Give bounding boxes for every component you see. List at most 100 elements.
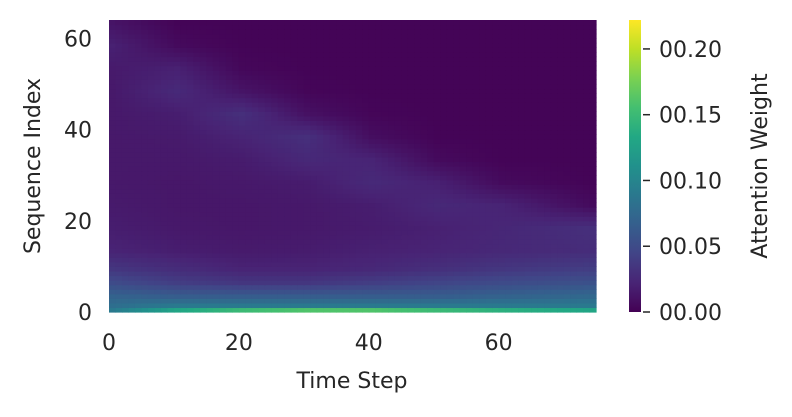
heatmap-cell (232, 239, 240, 245)
heatmap-cell (368, 280, 376, 286)
heatmap-cell (121, 38, 130, 44)
heatmap-cell (414, 115, 422, 121)
heatmap-cell (355, 166, 363, 172)
heatmap-cell (212, 29, 220, 35)
heatmap-cell (245, 275, 253, 281)
heatmap-cell (277, 234, 285, 240)
heatmap-cell (180, 79, 188, 85)
heatmap-cell (518, 129, 526, 135)
heatmap-cell (310, 261, 318, 267)
heatmap-cell (121, 51, 130, 58)
heatmap-cell (316, 102, 324, 108)
heatmap-cell (128, 83, 136, 90)
heatmap-cell (472, 24, 480, 30)
heatmap-cell (589, 175, 597, 181)
heatmap-cell (485, 88, 493, 94)
heatmap-cell (589, 166, 597, 172)
heatmap-cell (225, 266, 233, 272)
heatmap-cell (310, 220, 318, 226)
heatmap-cell (563, 134, 571, 140)
heatmap-cell (557, 65, 565, 71)
heatmap-cell (407, 289, 415, 295)
heatmap-cell (368, 129, 376, 135)
heatmap-cell (498, 211, 506, 217)
heatmap-cell (394, 42, 402, 48)
heatmap-cell (284, 293, 292, 299)
heatmap-cell (589, 115, 597, 121)
heatmap-cell (160, 298, 169, 304)
heatmap-cell (349, 134, 357, 140)
heatmap-cell (193, 124, 201, 131)
heatmap-cell (550, 289, 558, 295)
heatmap-cell (225, 284, 233, 290)
heatmap-cell (479, 124, 487, 131)
heatmap-cell (342, 61, 350, 67)
heatmap-cell (180, 147, 188, 153)
heatmap-cell (342, 29, 350, 35)
heatmap-cell (485, 129, 493, 135)
heatmap-cell (368, 83, 376, 90)
heatmap-cell (173, 280, 182, 286)
heatmap-cell (199, 47, 207, 53)
heatmap-cell (303, 225, 311, 231)
heatmap-cell (524, 211, 532, 217)
heatmap-cell (440, 179, 448, 185)
heatmap-cell (141, 284, 149, 290)
heatmap-cell (290, 284, 298, 290)
heatmap-cell (173, 257, 182, 263)
heatmap-cell (466, 202, 474, 208)
heatmap-cell (225, 102, 233, 108)
heatmap-cell (485, 143, 493, 149)
heatmap-cell (388, 65, 396, 71)
heatmap-cell (459, 70, 467, 76)
heatmap-cell (563, 266, 571, 272)
heatmap-cell (570, 93, 578, 99)
heatmap-cell (284, 275, 292, 281)
heatmap-cell (154, 51, 162, 58)
heatmap-cell (401, 56, 409, 62)
heatmap-cell (303, 29, 311, 35)
heatmap-cell (297, 83, 305, 90)
heatmap-cell (147, 51, 156, 58)
heatmap-cell (544, 152, 552, 158)
heatmap-cell (485, 147, 493, 153)
heatmap-cell (219, 229, 227, 236)
heatmap-cell (368, 156, 376, 163)
heatmap-cell (394, 184, 402, 190)
heatmap-cell (258, 74, 266, 80)
heatmap-cell (199, 170, 207, 176)
heatmap-cell (160, 275, 169, 281)
heatmap-cell (505, 79, 513, 85)
heatmap-cell (544, 97, 552, 103)
heatmap-cell (290, 42, 298, 48)
heatmap-cell (355, 97, 363, 103)
colorbar (629, 20, 641, 312)
heatmap-cell (362, 129, 370, 135)
heatmap-cell (472, 298, 480, 304)
heatmap-cell (180, 29, 188, 35)
heatmap-cell (115, 102, 123, 108)
heatmap-cell (290, 307, 298, 313)
heatmap-cell (303, 56, 311, 62)
heatmap-cell (342, 188, 350, 194)
heatmap-cell (238, 239, 246, 245)
heatmap-cell (160, 70, 169, 76)
heatmap-cell (225, 42, 233, 48)
heatmap-cell (459, 193, 467, 199)
heatmap-cell (219, 102, 227, 108)
heatmap-cell (407, 120, 415, 126)
heatmap-cell (388, 129, 396, 135)
heatmap-cell (342, 234, 350, 240)
heatmap-cell (446, 220, 454, 226)
heatmap-cell (284, 156, 292, 163)
heatmap-cell (407, 33, 415, 39)
heatmap-cell (193, 266, 201, 272)
heatmap-cell (206, 170, 214, 176)
heatmap-cell (199, 284, 207, 290)
heatmap-cell (264, 216, 272, 222)
heatmap-cell (109, 252, 117, 258)
heatmap-cell (544, 266, 552, 272)
heatmap-cell (459, 257, 467, 263)
heatmap-cell (459, 33, 467, 39)
heatmap-cell (414, 216, 422, 222)
